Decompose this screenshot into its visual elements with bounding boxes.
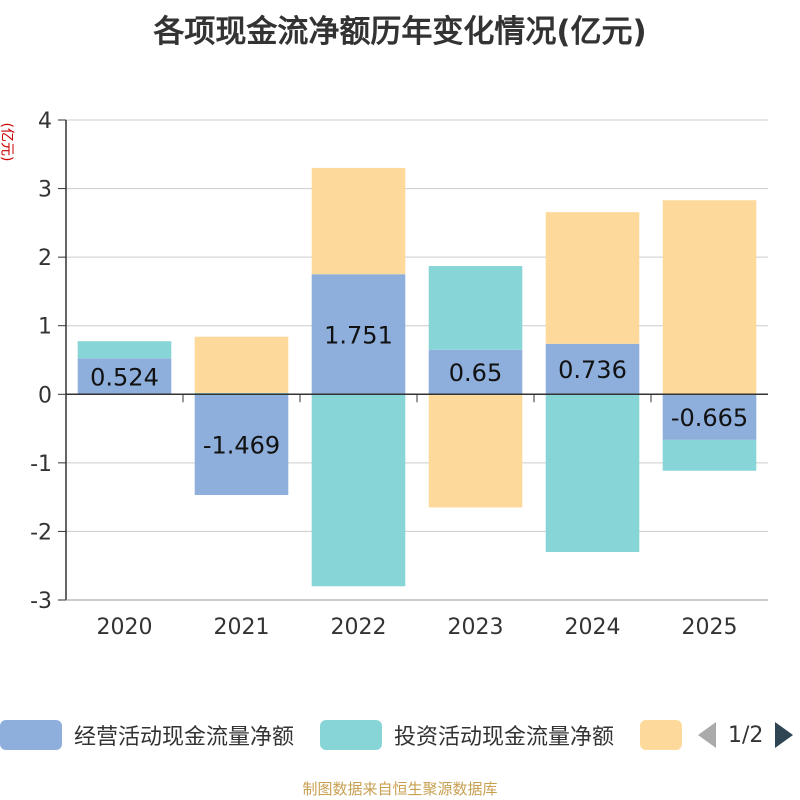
x-tick-label: 2021 xyxy=(214,615,270,640)
bar-2020-series-0 xyxy=(77,358,172,395)
bar-2022-series-2 xyxy=(311,167,406,275)
bar-2020-series-1 xyxy=(77,341,172,359)
bar-2025-series-0 xyxy=(662,394,757,440)
bar-2025-series-1 xyxy=(662,439,757,471)
data-label-2022: 1.751 xyxy=(324,321,393,349)
x-tick-label: 2024 xyxy=(565,615,621,640)
bar-2023-series-2 xyxy=(428,394,523,508)
legend-pager: 1/2 xyxy=(698,714,794,756)
bar-2023-series-1 xyxy=(428,266,523,350)
data-label-2025: -0.665 xyxy=(671,404,748,432)
bar-2022-series-0 xyxy=(311,274,406,395)
source-footer: 制图数据来自恒生聚源数据库 xyxy=(302,780,498,798)
data-label-2023: 0.65 xyxy=(449,359,502,387)
data-label-2024: 0.736 xyxy=(558,356,627,384)
bar-2025-series-2 xyxy=(662,200,757,395)
y-tick-label: 3 xyxy=(38,178,52,203)
y-tick-label: 2 xyxy=(38,246,52,271)
legend-item-investing[interactable]: 投资活动现金流量净额 xyxy=(320,714,614,756)
axes: 4 3 2 1 0 -1 -2 -3 2020 2021 2022 2023 2024 2025 xyxy=(30,109,768,640)
bar-2024-series-0 xyxy=(545,343,640,395)
legend-label-investing: 投资活动现金流量净额 xyxy=(394,725,615,750)
legend-item-operating[interactable]: 经营活动现金流量净额 xyxy=(0,714,294,756)
bar-2023-series-0 xyxy=(428,349,523,395)
y-tick-label: 4 xyxy=(38,109,52,134)
y-tick-label: -2 xyxy=(30,520,52,545)
y-tick-label: 1 xyxy=(38,315,52,340)
legend-swatch-third xyxy=(640,720,682,750)
data-label-2020: 0.524 xyxy=(90,363,159,391)
legend-next-icon[interactable] xyxy=(775,722,794,748)
bar-2022-series-1 xyxy=(311,394,406,587)
bar-2021-series-2 xyxy=(194,336,289,393)
legend-page-indicator: 1/2 xyxy=(728,722,764,748)
y-tick-label: 0 xyxy=(38,383,52,408)
legend-swatch-investing xyxy=(320,720,382,750)
legend-swatch-operating xyxy=(0,720,62,750)
legend-label-operating: 经营活动现金流量净额 xyxy=(74,725,295,750)
data-labels: 0.524 -1.469 1.751 0.65 0.736 -0.665 xyxy=(90,321,748,459)
x-tick-label: 2022 xyxy=(331,615,387,640)
x-tick-label: 2025 xyxy=(682,615,738,640)
legend-item-third[interactable] xyxy=(640,714,682,756)
bar-2024-series-1 xyxy=(545,394,640,552)
x-tick-label: 2023 xyxy=(448,615,504,640)
bar-2021-series-0 xyxy=(194,394,289,496)
legend-prev-icon[interactable] xyxy=(698,722,716,748)
chart-title: 各项现金流净额历年变化情况(亿元) xyxy=(153,14,647,50)
x-tick-label: 2020 xyxy=(97,615,153,640)
data-label-2021: -1.469 xyxy=(203,432,280,460)
bars xyxy=(77,167,757,587)
y-tick-label: -1 xyxy=(30,452,52,477)
y-tick-label: -3 xyxy=(30,589,52,614)
legend: 经营活动现金流量净额 投资活动现金流量净额 1/2 xyxy=(0,714,800,756)
bar-2024-series-2 xyxy=(545,212,640,344)
chart-plot: 4 3 2 1 0 -1 -2 -3 2020 2021 2022 2023 2024 2025 0.52… xyxy=(30,109,768,640)
